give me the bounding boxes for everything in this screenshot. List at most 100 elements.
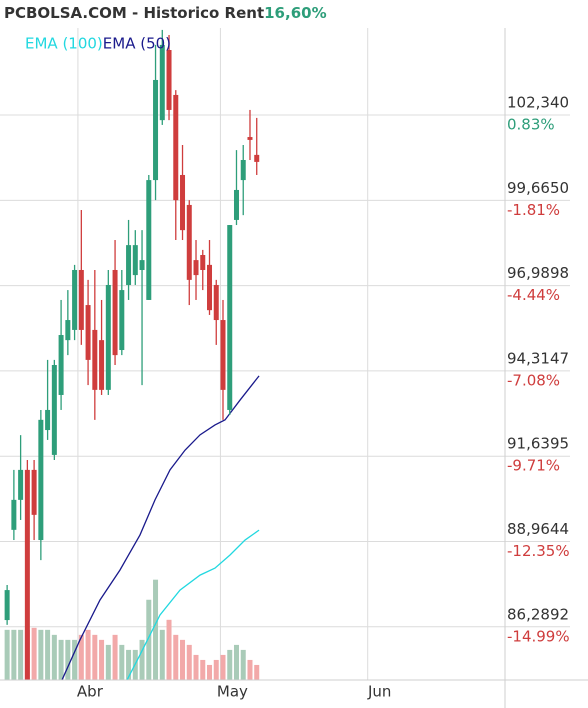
volume-bar [139,639,145,680]
y-tick-label: 94,3147 [507,349,569,367]
candle-body [207,264,213,311]
legend-entry: EMA (100) [25,35,103,53]
volume-bar [85,629,91,680]
volume-bar [200,659,206,680]
candle-body [139,260,145,270]
candle-body [146,180,152,300]
candle-body [132,245,138,276]
candle-body [233,189,239,220]
candle-body [247,137,253,140]
volume-bar [4,629,10,680]
candle-body [153,79,159,181]
volume-bar [51,634,57,680]
candle-body [227,225,233,410]
y-tick-label: 91,6395 [507,435,569,453]
candle-body [11,499,17,530]
volume-bar [220,654,226,680]
candle-body [193,260,199,276]
candle-body [105,284,111,390]
volume-bar [213,659,219,680]
volume-bar [18,629,24,680]
y-tick-label: 86,2892 [507,605,569,623]
y-tick-label: 88,9644 [507,520,569,538]
candle-body [186,204,192,280]
ema-line [126,529,260,680]
candle-body [51,364,57,455]
candle-body [240,159,246,181]
volume-bar [126,649,132,680]
volume-bar [227,649,233,680]
candle-body [200,255,206,270]
volume-bar [72,639,78,680]
candle-body [85,305,91,360]
candle-body [24,469,30,680]
volume-bar [65,639,71,680]
volume-bar [240,649,246,680]
volume-bar [180,639,186,680]
volume-bar [207,664,213,680]
volume-bar [78,634,84,680]
y-tick-label: 99,6650 [507,179,569,197]
y-tick-label: 102,340 [507,94,569,112]
axis: 102,340 0.83% 99,6650 -1.81% 96,9898 -4.44% 94… [77,94,570,701]
volume-bar [38,629,44,680]
candle-body [99,340,105,390]
y-tick-sublabel: -1.81% [507,201,560,219]
y-tick-sublabel: -9.71% [507,457,560,475]
candle-body [173,94,179,201]
candle-body [78,269,84,330]
volume-bar [112,634,118,680]
candle-body [92,329,98,390]
candle-body [45,409,51,431]
volume-bar [92,634,98,680]
x-tick-label: Abr [77,683,104,701]
volume-bar [233,644,239,680]
volume-bar [99,639,105,680]
volume-bar [153,579,159,680]
volume-bar [119,644,125,680]
candle-body [159,44,165,121]
grid [0,28,570,680]
legend-entry: EMA (50) [103,35,171,53]
volume-bar [11,629,17,680]
ema-line [61,375,260,680]
y-tick-sublabel: -12.35% [507,542,570,560]
y-tick-sublabel: -7.08% [507,371,560,389]
volume-bar [254,664,260,680]
candle-body [213,284,219,321]
volume-bar [45,629,51,680]
candle-body [18,469,24,500]
y-tick-label: 96,9898 [507,264,569,282]
candle-body [166,49,172,110]
candle-body [58,335,64,395]
plot-area [4,29,260,680]
volume-bar [173,634,179,680]
candle-body [31,469,37,515]
volume-bar [193,654,199,680]
chart-title: PCBOLSA.COM - Historico Rent16,60% [4,4,327,22]
volume-bar [166,619,172,680]
title: PCBOLSA.COM - Historico Rent [4,4,264,22]
x-tick-label: May [217,683,248,701]
y-tick-sublabel: -4.44% [507,286,560,304]
candle-body [38,419,44,541]
candle-body [65,320,71,341]
candle-body [126,245,132,285]
candle-body [119,290,125,351]
candle-body [4,590,10,621]
candle-body [254,154,260,162]
y-tick-sublabel: 0.83% [507,116,555,134]
subtitle: 16,60% [264,4,326,22]
volume-bar [31,627,37,680]
volume-bar [247,659,253,680]
y-tick-sublabel: -14.99% [507,627,570,645]
candle-body [112,269,118,356]
volume-bar [159,629,165,680]
volume-bar [186,644,192,680]
x-tick-label: Jun [367,683,391,701]
candle-body [72,269,78,330]
candle-body [220,320,226,390]
volume-bar [58,639,64,680]
volume-bar [146,599,152,680]
